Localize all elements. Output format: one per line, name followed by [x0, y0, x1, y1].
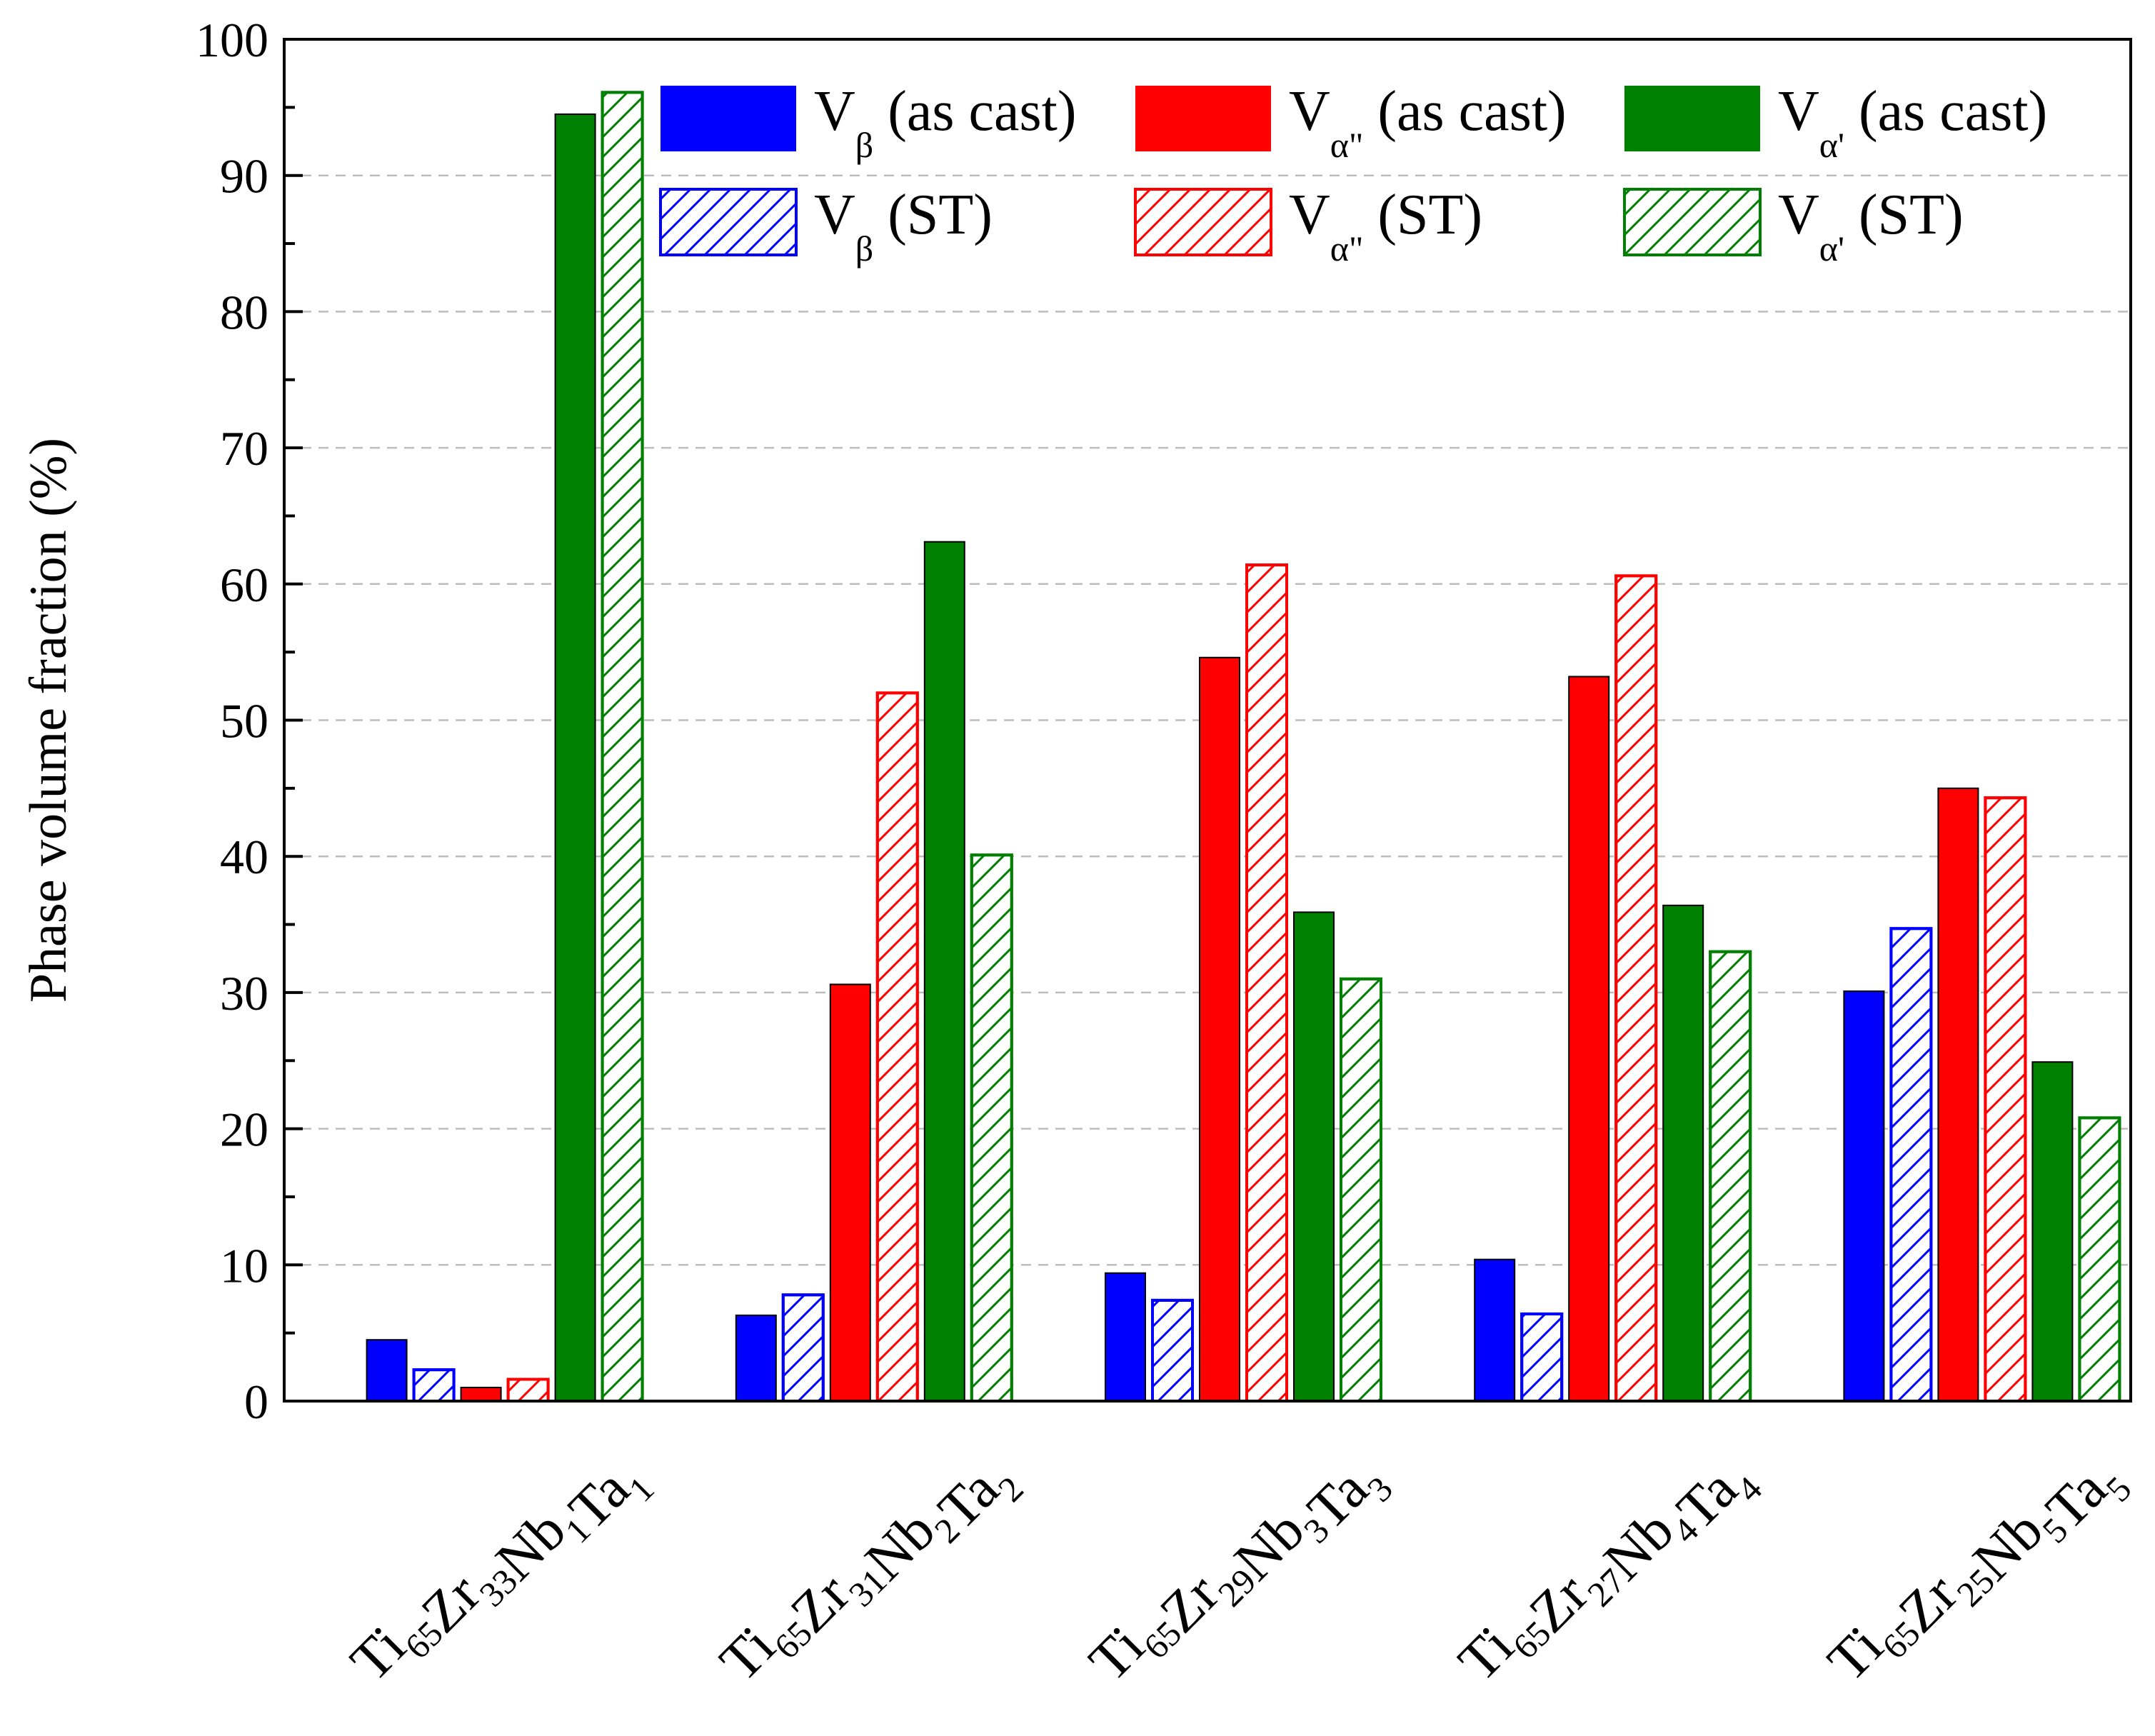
- bar-c4-series-0: [1474, 1258, 1516, 1402]
- bar-hatch-c2-series-5: [970, 853, 1013, 1403]
- x-category-label: Ti65Zr29Nb3Ta3: [1078, 1412, 1400, 1735]
- bar-hatch-c3-series-1: [1151, 1298, 1194, 1403]
- bar-c4-series-2: [1568, 676, 1610, 1402]
- bar-c2-series-2: [829, 983, 871, 1402]
- x-category-label: Ti65Zr25Nb5Ta5: [1816, 1412, 2139, 1735]
- legend-item: Vα" (as cast): [1135, 80, 1567, 165]
- legend-swatch-hatch: [1623, 188, 1762, 256]
- bar-hatch-c5-series-3: [1984, 796, 2027, 1403]
- y-tick-label: 40: [220, 830, 268, 884]
- bar-hatch-c4-series-1: [1520, 1312, 1564, 1403]
- bar-hatch-c1-series-1: [412, 1368, 456, 1403]
- legend-label: Vβ (as cast): [814, 80, 1077, 165]
- bar-hatch-c4-series-5: [1709, 950, 1752, 1403]
- y-tick-label: 100: [196, 13, 268, 67]
- bar-c3-series-0: [1105, 1272, 1146, 1402]
- legend-swatch: [1624, 86, 1760, 151]
- legend-label: Vα" (as cast): [1289, 80, 1567, 165]
- y-tick-label: 70: [220, 421, 268, 476]
- bar-hatch-c5-series-1: [1889, 927, 1933, 1403]
- bars: [366, 91, 2121, 1403]
- bar-c4-series-4: [1662, 904, 1704, 1403]
- x-category-label: Ti65Zr33Nb1Ta1: [338, 1412, 661, 1735]
- bar-hatch-c3-series-3: [1245, 563, 1288, 1403]
- bar-c1-series-0: [366, 1339, 408, 1403]
- y-tick-label: 20: [220, 1103, 268, 1157]
- x-category-label: Ti65Zr27Nb4Ta4: [1447, 1412, 1769, 1735]
- x-category-label: Ti65Zr31Nb2Ta2: [708, 1412, 1031, 1735]
- legend-swatch-hatch: [659, 188, 798, 256]
- legend-label: Vα' (ST): [1778, 184, 1964, 269]
- bar-c3-series-4: [1293, 911, 1335, 1402]
- legend-swatch-hatch: [1134, 188, 1272, 256]
- y-tick-label: 60: [220, 558, 268, 612]
- bar-c2-series-0: [735, 1314, 777, 1403]
- bar-c5-series-0: [1843, 990, 1885, 1403]
- legend-item: Vβ (ST): [659, 184, 993, 269]
- bar-hatch-c1-series-3: [506, 1378, 550, 1403]
- y-axis-ticks: 0 10 20 30 40 50 60 70 80 90 100: [196, 13, 303, 1429]
- legend: Vβ (as cast) Vβ (ST) Vα" (as cast) Vα" (ST)…: [659, 80, 2047, 269]
- y-tick-label: 0: [244, 1375, 268, 1429]
- bar-hatch-c4-series-3: [1614, 574, 1658, 1403]
- legend-item: Vα' (ST): [1623, 184, 1964, 269]
- legend-item: Vβ (as cast): [660, 80, 1077, 165]
- bar-c1-series-4: [554, 113, 596, 1402]
- legend-item: Vα" (ST): [1134, 184, 1482, 269]
- bar-c3-series-2: [1199, 656, 1240, 1403]
- bar-c1-series-2: [460, 1386, 502, 1403]
- bar-c5-series-4: [2031, 1061, 2074, 1402]
- bar-hatch-c5-series-5: [2078, 1116, 2121, 1403]
- legend-swatch: [1135, 86, 1271, 151]
- y-tick-label: 50: [220, 694, 268, 748]
- y-tick-label: 10: [220, 1238, 268, 1293]
- bar-c5-series-2: [1937, 787, 1979, 1402]
- bar-c2-series-4: [923, 541, 965, 1402]
- y-tick-label: 30: [220, 966, 268, 1020]
- bar-hatch-c3-series-5: [1340, 977, 1382, 1403]
- bar-hatch-c2-series-3: [875, 691, 919, 1403]
- y-tick-label: 80: [220, 285, 268, 339]
- legend-label: Vα" (ST): [1289, 184, 1482, 269]
- bar-hatch-c2-series-1: [781, 1293, 825, 1403]
- y-tick-label: 90: [220, 149, 268, 204]
- y-axis-title: Phase volume fraction (%): [19, 438, 78, 1003]
- legend-swatch: [660, 86, 796, 151]
- bar-hatch-c1-series-5: [601, 91, 644, 1403]
- x-axis-labels: Ti65Zr33Nb1Ta1Ti65Zr31Nb2Ta2Ti65Zr29Nb3T…: [338, 1412, 2139, 1735]
- legend-label: Vα' (as cast): [1778, 80, 2047, 165]
- legend-label: Vβ (ST): [814, 184, 993, 269]
- legend-item: Vα' (as cast): [1624, 80, 2047, 165]
